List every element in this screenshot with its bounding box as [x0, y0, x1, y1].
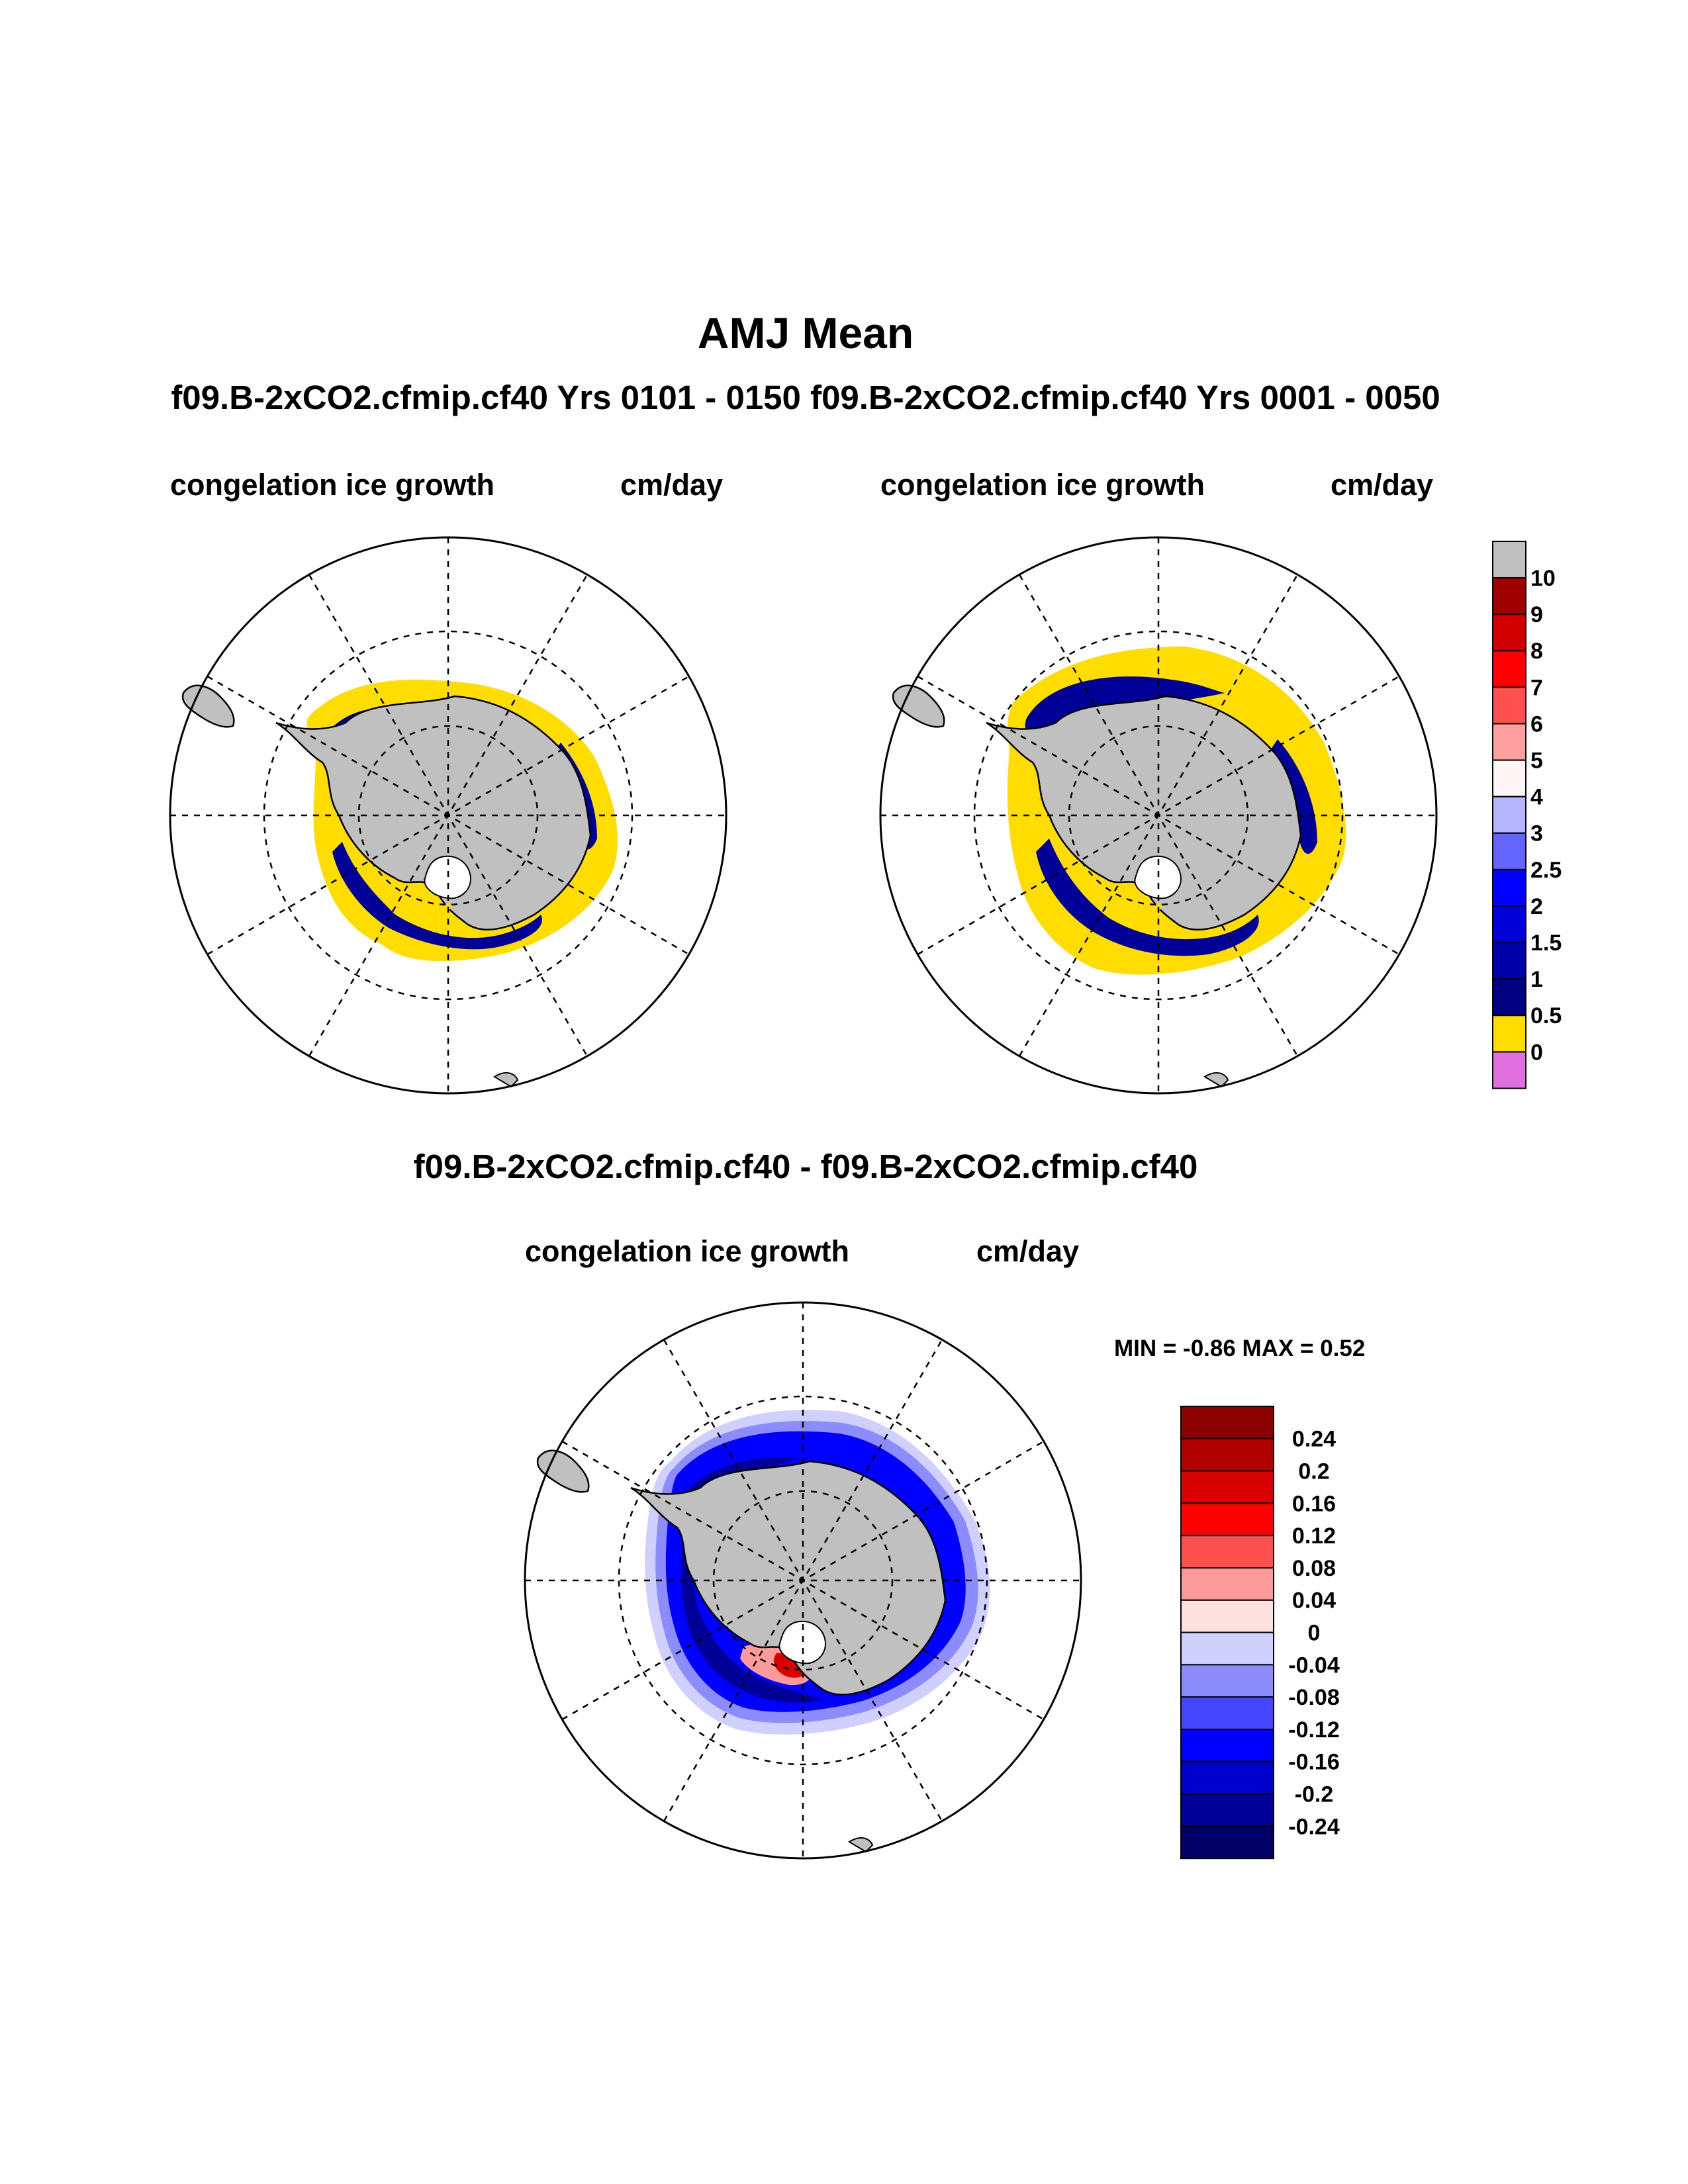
colorbar-difference-swatch	[1180, 1631, 1274, 1666]
diff-title: f09.B-2xCO2.cfmip.cf40 - f09.B-2xCO2.cfm…	[413, 1148, 1198, 1185]
colorbar-absolute-tick-label: 2.5	[1530, 858, 1562, 883]
colorbar-difference-tick-label: 0.12	[1292, 1524, 1336, 1549]
colorbar-difference-swatch	[1180, 1664, 1274, 1698]
colorbar-difference-tick-label: -0.24	[1288, 1814, 1340, 1839]
colorbar-absolute-swatch	[1492, 723, 1526, 761]
colorbar-difference-swatch	[1180, 1599, 1274, 1633]
colorbar-absolute: 10 9 8 7 6 5 4 3 2.5 2 1.5 1 0.5 0	[1492, 541, 1562, 1089]
colorbar-absolute-tick-label: 5	[1530, 749, 1543, 774]
colorbar-absolute-tick-label: 2	[1530, 894, 1543, 919]
diff-polar-map	[524, 1301, 1082, 1860]
colorbar-absolute-swatch	[1492, 1015, 1526, 1053]
panel2-variable-label: congelation ice growth	[880, 468, 1205, 502]
colorbar-absolute-tick-label: 1.5	[1530, 931, 1562, 956]
diff-variable-label: congelation ice growth	[525, 1234, 850, 1268]
diff-units-label: cm/day	[976, 1234, 1080, 1268]
colorbar-difference-swatch	[1180, 1567, 1274, 1601]
colorbar-difference-swatch	[1180, 1696, 1274, 1730]
colorbar-difference: 0.24 0.2 0.16 0.12 0.08 0.04 0 -0.04 -0.08 -0.12 -…	[1180, 1406, 1340, 1860]
panel1-units-label: cm/day	[620, 468, 724, 502]
colorbar-absolute-tick-label: 3	[1530, 821, 1543, 846]
colorbar-difference-swatch	[1180, 1437, 1274, 1472]
colorbar-difference-tick-label: -0.16	[1288, 1750, 1340, 1775]
main-title: AMJ Mean	[697, 308, 914, 357]
colorbar-absolute-tick-label: 9	[1530, 602, 1543, 627]
colorbar-difference-swatch	[1180, 1535, 1274, 1569]
panel2-polar-map	[879, 536, 1438, 1095]
colorbar-absolute-swatch	[1492, 650, 1526, 688]
panel2-ice-growth-dark-blue	[1025, 676, 1317, 956]
diff-map-border	[524, 1301, 1082, 1860]
colorbar-absolute-tick-label: 0.5	[1530, 1003, 1562, 1028]
colorbar-difference-swatch	[1180, 1760, 1274, 1795]
colorbar-difference-swatch	[1180, 1502, 1274, 1537]
colorbar-absolute-tick-label: 1	[1530, 967, 1543, 992]
colorbar-difference-swatch	[1180, 1470, 1274, 1504]
colorbar-absolute-swatch	[1492, 905, 1526, 944]
colorbar-absolute-swatch	[1492, 541, 1526, 579]
colorbar-difference-tick-label: 0.04	[1292, 1588, 1336, 1614]
colorbar-absolute-swatch	[1492, 614, 1526, 652]
panel1-variable-label: congelation ice growth	[170, 468, 495, 502]
min-max-readout: MIN = -0.86 MAX = 0.52	[1114, 1336, 1366, 1361]
panel1-map-border	[169, 536, 727, 1095]
colorbar-absolute-swatch	[1492, 577, 1526, 615]
colorbar-difference-tick-label: 0.24	[1292, 1427, 1336, 1452]
colorbar-absolute-tick-label: 4	[1530, 785, 1543, 810]
colorbar-difference-tick-label: 0.16	[1292, 1491, 1336, 1516]
colorbar-absolute-tick-label: 0	[1530, 1040, 1543, 1065]
colorbar-absolute-swatch	[1492, 759, 1526, 797]
colorbar-absolute-swatch	[1492, 868, 1526, 907]
panel2-units-label: cm/day	[1331, 468, 1434, 502]
colorbar-absolute-swatch	[1492, 978, 1526, 1017]
colorbar-absolute-swatch	[1492, 686, 1526, 725]
colorbar-absolute-tick-label: 10	[1530, 566, 1556, 591]
colorbar-difference-tick-label: -0.12	[1288, 1717, 1340, 1743]
colorbar-difference-swatch	[1180, 1825, 1274, 1860]
colorbar-difference-swatch	[1180, 1406, 1274, 1439]
colorbar-absolute-swatch	[1492, 942, 1526, 980]
panel2-map-border	[879, 536, 1438, 1095]
colorbar-absolute-swatch	[1492, 832, 1526, 870]
colorbar-absolute-tick-label: 8	[1530, 639, 1543, 664]
colorbar-difference-swatch	[1180, 1729, 1274, 1762]
colorbar-absolute-swatch	[1492, 796, 1526, 834]
colorbar-difference-tick-label: 0	[1308, 1621, 1321, 1646]
subtitle: f09.B-2xCO2.cfmip.cf40 Yrs 0101 - 0150 f…	[171, 379, 1440, 416]
colorbar-difference-tick-label: -0.2	[1295, 1782, 1334, 1807]
colorbar-difference-tick-label: -0.04	[1288, 1653, 1340, 1678]
colorbar-absolute-swatch	[1492, 1051, 1526, 1089]
colorbar-difference-swatch	[1180, 1793, 1274, 1827]
colorbar-difference-tick-label: -0.08	[1288, 1685, 1340, 1710]
colorbar-difference-tick-label: 0.08	[1292, 1556, 1336, 1581]
colorbar-absolute-tick-label: 6	[1530, 711, 1543, 737]
colorbar-absolute-tick-label: 7	[1530, 675, 1543, 700]
panel1-polar-map	[169, 536, 727, 1095]
colorbar-difference-tick-label: 0.2	[1298, 1459, 1329, 1484]
